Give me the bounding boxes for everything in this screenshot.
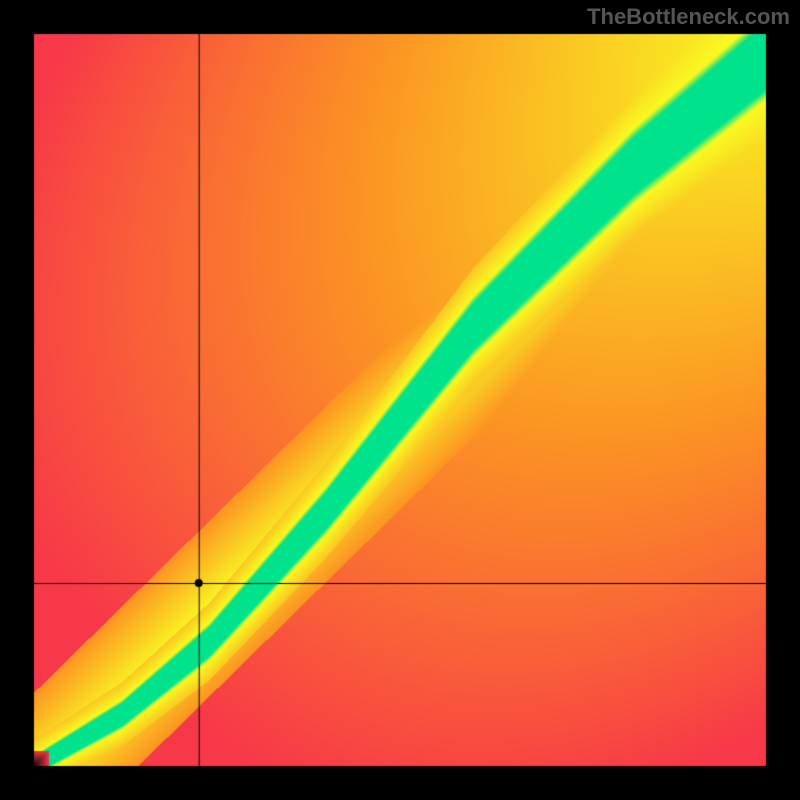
watermark-text: TheBottleneck.com bbox=[587, 4, 790, 30]
chart-container: TheBottleneck.com bbox=[0, 0, 800, 800]
bottleneck-heatmap-canvas bbox=[0, 0, 800, 800]
